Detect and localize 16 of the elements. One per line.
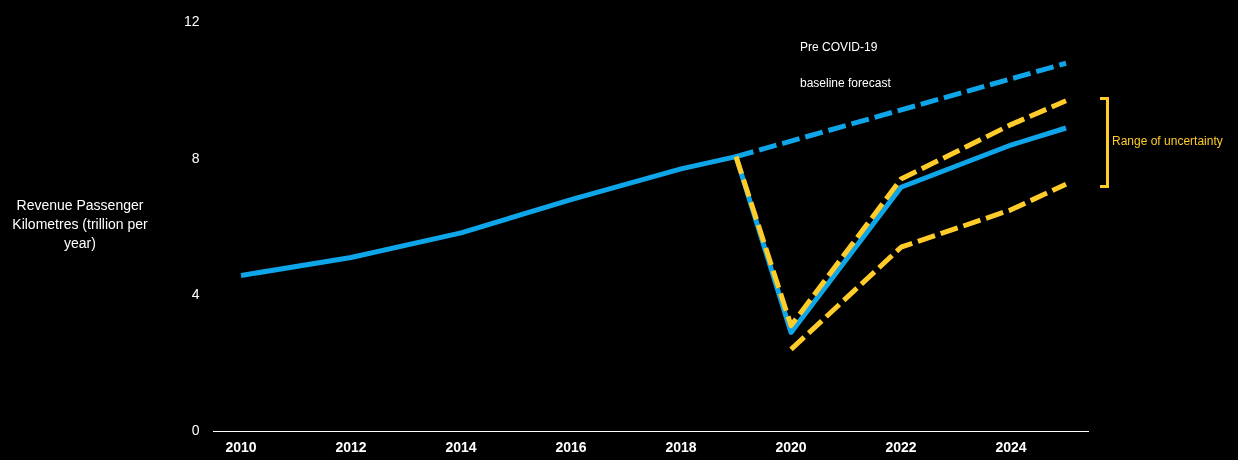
x-tick-label: 2020 bbox=[775, 439, 807, 456]
x-tick-label: 2024 bbox=[995, 439, 1027, 456]
y-axis-title: Revenue Passenger Kilometres (trillion per year) bbox=[11, 196, 149, 253]
y-tick-label: 8 bbox=[191, 149, 200, 166]
y-tick-label: 4 bbox=[191, 285, 200, 302]
x-tick-label: 2016 bbox=[555, 439, 587, 456]
annotation: Pre COVID-19 bbox=[800, 40, 878, 54]
annotation: baseline forecast bbox=[800, 76, 891, 90]
x-tick-label: 2018 bbox=[665, 439, 697, 456]
text: Range of uncertainty bbox=[1112, 134, 1223, 149]
x-tick-label: 2014 bbox=[445, 439, 477, 456]
x-tick-label: 2022 bbox=[885, 439, 917, 456]
y-tick-label: 0 bbox=[191, 422, 200, 439]
x-tick-label: 2010 bbox=[225, 439, 257, 456]
y-tick-label: 12 bbox=[183, 13, 200, 30]
x-tick-label: 2012 bbox=[335, 439, 367, 456]
